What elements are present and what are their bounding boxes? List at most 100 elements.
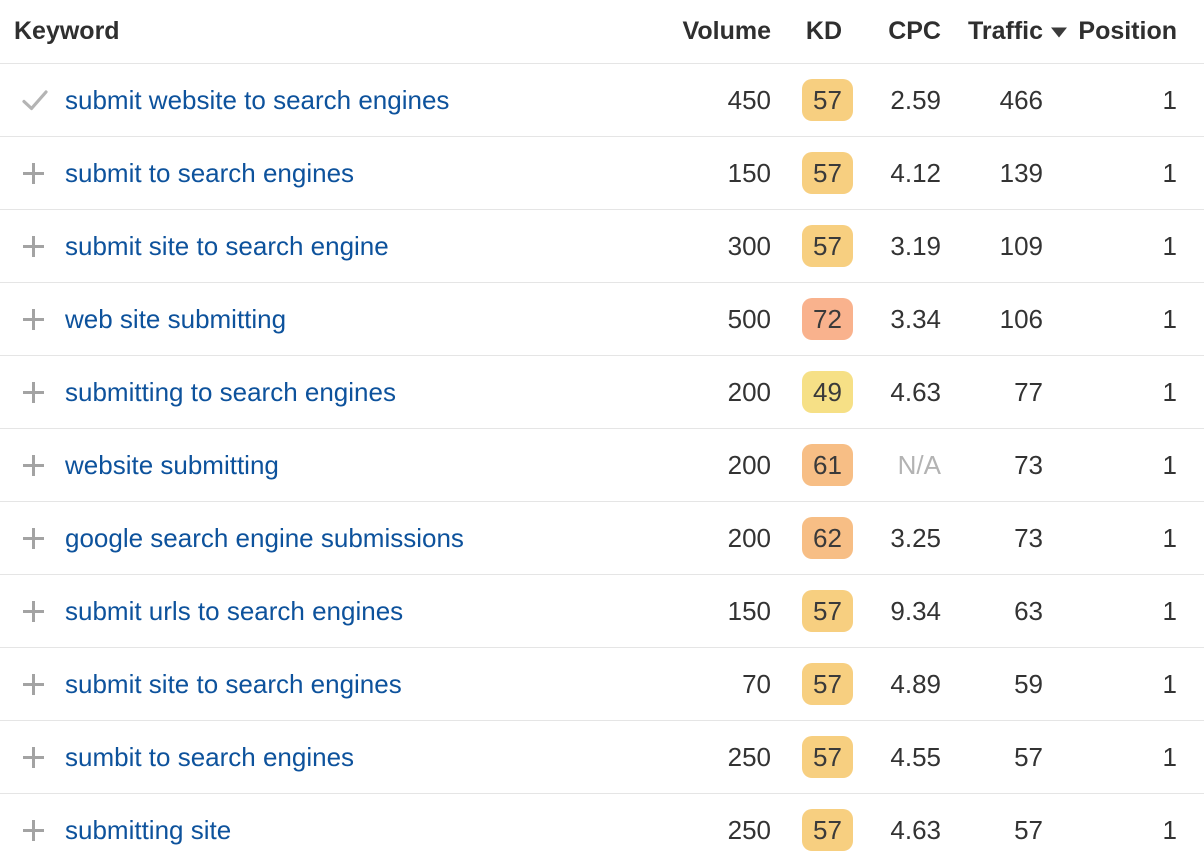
row-action-cell xyxy=(20,599,65,624)
kd-cell: 57 xyxy=(771,152,853,194)
kd-badge: 57 xyxy=(802,79,853,121)
cpc-value: 3.19 xyxy=(890,230,941,261)
cpc-value: 4.63 xyxy=(890,376,941,407)
traffic-value: 73 xyxy=(1014,522,1043,553)
plus-icon[interactable] xyxy=(21,161,46,186)
column-header-traffic[interactable]: Traffic xyxy=(941,17,1067,46)
row-action-cell xyxy=(20,234,65,259)
column-header-keyword[interactable]: Keyword xyxy=(14,17,120,45)
keyword-link[interactable]: submit to search engines xyxy=(65,157,355,188)
volume-value: 250 xyxy=(727,741,771,772)
traffic-value: 63 xyxy=(1014,595,1043,626)
cpc-value: 2.59 xyxy=(890,84,941,115)
kd-cell: 57 xyxy=(771,736,853,778)
traffic-value: 57 xyxy=(1014,814,1043,845)
volume-value: 250 xyxy=(727,814,771,845)
position-value: 1 xyxy=(1162,449,1177,480)
keyword-link[interactable]: google search engine submissions xyxy=(65,522,464,553)
plus-icon[interactable] xyxy=(21,745,46,770)
column-header-position[interactable]: Position xyxy=(1078,17,1177,45)
column-header-traffic-label: Traffic xyxy=(967,17,1043,45)
column-header-kd[interactable]: KD xyxy=(771,17,853,46)
keyword-link[interactable]: submit urls to search engines xyxy=(65,595,404,626)
table-header: Keyword Volume KD CPC Traffic Position xyxy=(0,0,1204,63)
plus-icon[interactable] xyxy=(21,599,46,624)
traffic-value: 466 xyxy=(999,84,1043,115)
volume-value: 200 xyxy=(727,449,771,480)
position-value: 1 xyxy=(1162,376,1177,407)
table-body: submit website to search engines 450 57 … xyxy=(0,63,1204,866)
column-header-kd-label: KD xyxy=(805,17,842,45)
row-action-cell xyxy=(20,380,65,405)
keyword-link[interactable]: website submitting xyxy=(65,449,279,480)
keyword-cell: submit site to search engine xyxy=(65,231,681,262)
volume-value: 200 xyxy=(727,376,771,407)
kd-badge: 57 xyxy=(802,590,853,632)
keyword-cell: sumbit to search engines xyxy=(65,742,681,773)
table-row: submit site to search engine 300 57 3.19… xyxy=(0,209,1204,282)
keyword-cell: submit to search engines xyxy=(65,158,681,189)
column-header-volume[interactable]: Volume xyxy=(682,17,771,45)
column-header-cpc[interactable]: CPC xyxy=(888,17,941,45)
table-row: submit to search engines 150 57 4.12 139… xyxy=(0,136,1204,209)
cpc-value: 4.12 xyxy=(890,157,941,188)
table-row: submitting to search engines 200 49 4.63… xyxy=(0,355,1204,428)
traffic-value: 106 xyxy=(999,303,1043,334)
position-value: 1 xyxy=(1162,668,1177,699)
keyword-link[interactable]: submit website to search engines xyxy=(65,84,450,115)
position-value: 1 xyxy=(1162,230,1177,261)
kd-badge: 57 xyxy=(802,809,853,851)
plus-icon[interactable] xyxy=(21,453,46,478)
position-value: 1 xyxy=(1162,522,1177,553)
keyword-link[interactable]: submit site to search engine xyxy=(65,230,389,261)
kd-badge: 57 xyxy=(802,152,853,194)
keyword-link[interactable]: sumbit to search engines xyxy=(65,741,355,772)
check-icon[interactable] xyxy=(21,89,49,112)
kd-cell: 72 xyxy=(771,298,853,340)
row-action-cell xyxy=(20,89,65,112)
keyword-cell: submit urls to search engines xyxy=(65,596,681,627)
traffic-value: 57 xyxy=(1014,741,1043,772)
plus-icon[interactable] xyxy=(21,526,46,551)
cpc-value: 3.34 xyxy=(890,303,941,334)
keyword-cell: submit website to search engines xyxy=(65,85,681,116)
kd-badge: 57 xyxy=(802,736,853,778)
volume-value: 200 xyxy=(727,522,771,553)
row-action-cell xyxy=(20,526,65,551)
keyword-link[interactable]: web site submitting xyxy=(65,303,287,334)
keyword-cell: submitting to search engines xyxy=(65,377,681,408)
kd-cell: 57 xyxy=(771,663,853,705)
position-value: 1 xyxy=(1162,595,1177,626)
keyword-cell: submit site to search engines xyxy=(65,669,681,700)
keyword-link[interactable]: submit site to search engines xyxy=(65,668,402,699)
row-action-cell xyxy=(20,161,65,186)
cpc-value: N/A xyxy=(897,449,941,480)
plus-icon[interactable] xyxy=(21,307,46,332)
plus-icon[interactable] xyxy=(21,818,46,843)
position-value: 1 xyxy=(1162,814,1177,845)
table-row: submit site to search engines 70 57 4.89… xyxy=(0,647,1204,720)
position-value: 1 xyxy=(1162,303,1177,334)
cpc-value: 3.25 xyxy=(890,522,941,553)
kd-badge: 62 xyxy=(802,517,853,559)
keyword-cell: google search engine submissions xyxy=(65,523,681,554)
keyword-link[interactable]: submitting to search engines xyxy=(65,376,396,407)
volume-value: 450 xyxy=(727,84,771,115)
table-row: web site submitting 500 72 3.34 106 1 xyxy=(0,282,1204,355)
position-value: 1 xyxy=(1162,84,1177,115)
row-action-cell xyxy=(20,745,65,770)
kd-cell: 57 xyxy=(771,79,853,121)
plus-icon[interactable] xyxy=(21,234,46,259)
cpc-value: 4.55 xyxy=(890,741,941,772)
kd-cell: 62 xyxy=(771,517,853,559)
keyword-link[interactable]: submitting site xyxy=(65,814,232,845)
kd-cell: 57 xyxy=(771,809,853,851)
table-row: submitting site 250 57 4.63 57 1 xyxy=(0,793,1204,866)
traffic-value: 59 xyxy=(1014,668,1043,699)
plus-icon[interactable] xyxy=(21,380,46,405)
row-action-cell xyxy=(20,818,65,843)
kd-badge: 49 xyxy=(802,371,853,413)
volume-value: 150 xyxy=(727,595,771,626)
plus-icon[interactable] xyxy=(21,672,46,697)
